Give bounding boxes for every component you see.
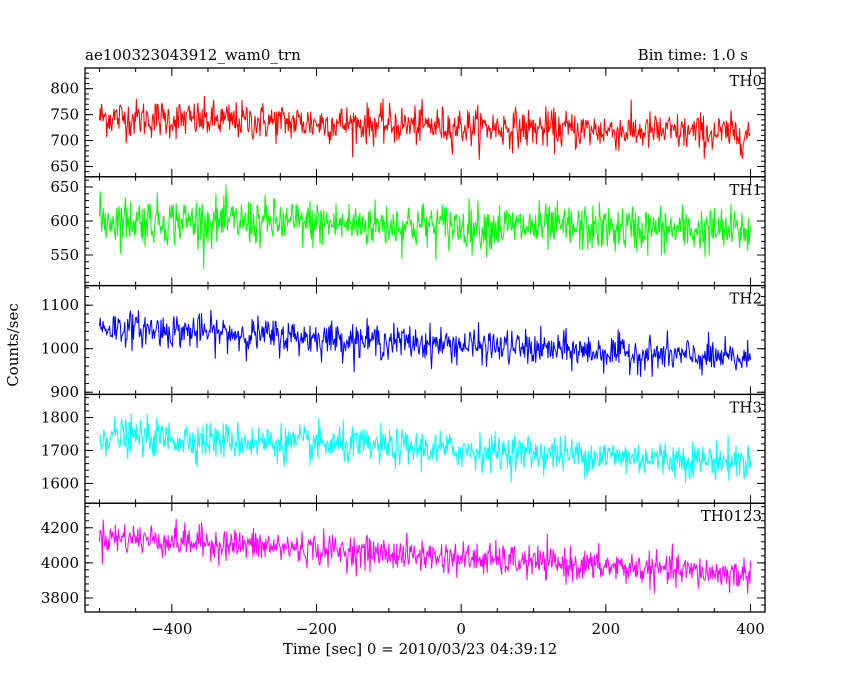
panel-th0123: 3800 4000 4200 TH0123 [41,502,766,613]
series-line-th2 [98,309,752,377]
y-tick-label: 1100 [41,296,79,314]
y-tick-label: 800 [50,80,79,98]
x-tick-label: −200 [296,620,337,638]
panel-label-th3: TH3 [729,398,762,416]
series-line-th3 [99,413,752,483]
panel-label-th0: TH0 [729,72,762,90]
x-axis-ticks: −400 −200 0 200 400 [151,620,765,638]
series-line-th0 [98,95,751,160]
x-tick-label: 200 [592,620,621,638]
panel-th1: 550 600 650 TH1 [50,176,766,287]
panel-frame [84,284,766,396]
series-line-th0123 [98,518,752,594]
y-tick-label: 650 [50,178,79,196]
y-tick-label: 750 [50,106,79,124]
y-tick-label: 4000 [41,554,79,572]
y-tick-label: 1700 [41,441,79,459]
x-axis-label: Time [sec] 0 = 2010/03/23 04:39:12 [283,640,557,658]
y-tick-label: 650 [50,157,79,175]
panel-label-th0123: TH0123 [701,507,762,525]
x-tick-label: 0 [456,620,466,638]
panel-th3: 1600 1700 1800 TH3 [41,393,766,504]
panels-group: 650 700 750 800 TH0 550 600 650 TH1 900 1000 1100 TH… [41,67,766,613]
y-tick-label: 4200 [41,519,79,537]
y-axis-label: Counts/sec [4,303,22,387]
y-tick-label: 900 [50,383,79,401]
panel-th0: 650 700 750 800 TH0 [50,67,766,178]
bin-time-label: Bin time: 1.0 s [638,46,748,64]
x-tick-label: 400 [736,620,765,638]
panel-label-th2: TH2 [729,290,762,308]
y-tick-label: 600 [50,212,79,230]
y-tick-label: 550 [50,246,79,264]
y-tick-label: 1800 [41,408,79,426]
y-tick-label: 1000 [41,340,79,358]
chart-title: ae100323043912_wam0_trn [85,46,301,64]
panel-th2: 900 1000 1100 TH2 [41,284,766,401]
x-tick-label: −400 [151,620,192,638]
panel-label-th1: TH1 [729,181,762,199]
series-line-th1 [98,184,752,269]
y-tick-label: 1600 [41,474,79,492]
y-tick-label: 3800 [41,589,79,607]
y-tick-label: 700 [50,132,79,150]
